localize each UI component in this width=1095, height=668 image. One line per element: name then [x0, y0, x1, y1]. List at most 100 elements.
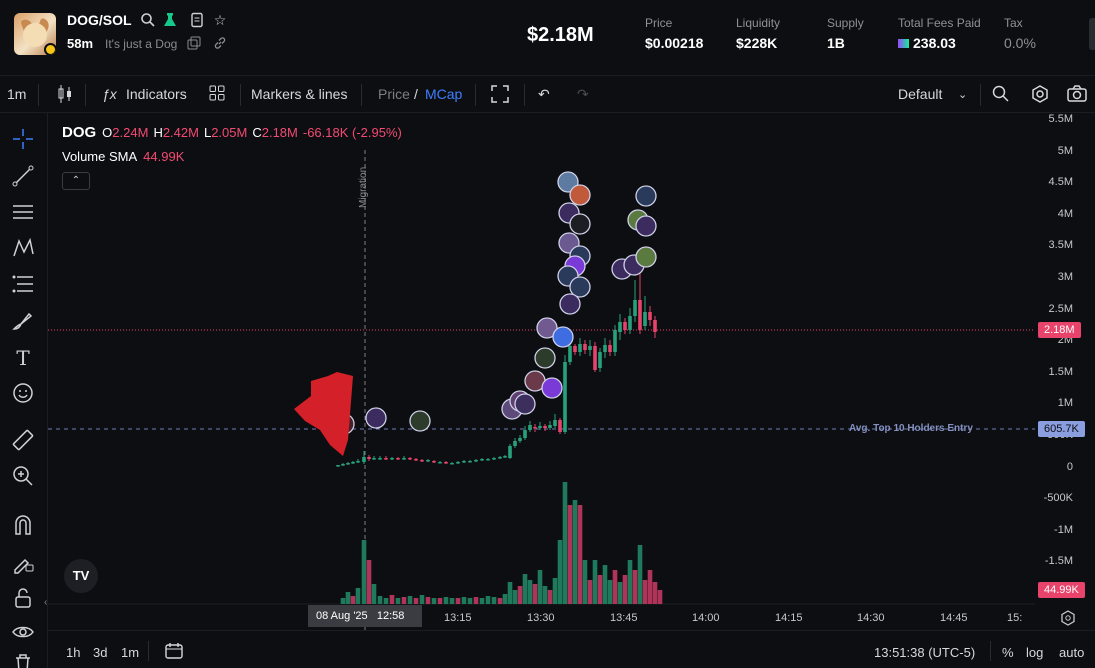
magnet-icon[interactable]: [10, 513, 36, 539]
stat-price: Price $0.00218: [645, 16, 703, 51]
text-icon[interactable]: T: [16, 346, 30, 370]
trade-marker-icon: [635, 215, 657, 237]
brush-icon[interactable]: [10, 309, 36, 335]
volume-bar: [537, 570, 543, 604]
markers-lines-button[interactable]: Markers & lines: [251, 86, 348, 102]
zoom-in-icon[interactable]: [10, 464, 36, 490]
candle: [518, 435, 522, 443]
chevron-down-icon[interactable]: ⌄: [958, 89, 968, 101]
trade-marker-icon: [409, 410, 431, 432]
ohlc-legend: DOG O2.24M H2.42M L2.05M C2.18M -66.18K (-2.9…: [62, 124, 407, 141]
volume-bar: [345, 592, 351, 604]
candle: [638, 272, 642, 334]
redo-icon[interactable]: ↷: [577, 86, 589, 102]
annotation-arrow: [294, 372, 353, 456]
migration-label: Migration: [358, 166, 369, 208]
candle: [548, 421, 552, 430]
log-scale-toggle[interactable]: log: [1026, 645, 1044, 660]
candle: [588, 340, 592, 356]
emoji-icon[interactable]: [10, 381, 36, 407]
clock-timezone[interactable]: 13:51:38 (UTC-5): [874, 645, 976, 660]
indicators-button[interactable]: Indicators: [126, 86, 187, 102]
fullscreen-icon[interactable]: [490, 84, 510, 107]
settings-icon[interactable]: [1030, 84, 1050, 107]
templates-icon[interactable]: [208, 84, 226, 105]
volume-bar: [467, 598, 473, 604]
crosshair-date: 08 Aug '25: [316, 610, 368, 622]
collapse-legend-button[interactable]: ⌃: [62, 172, 90, 190]
trade-marker-icon: [536, 317, 558, 339]
range-3d[interactable]: 3d: [93, 645, 108, 660]
link-icon[interactable]: [212, 36, 228, 52]
layout-selector[interactable]: Default: [898, 86, 943, 102]
candle: [402, 456, 406, 460]
star-icon[interactable]: ☆: [213, 12, 227, 28]
volume-bar: [622, 575, 628, 604]
trade-marker-icon: [365, 407, 387, 429]
candle-type-icon[interactable]: [57, 83, 73, 108]
candle: [608, 340, 612, 356]
volume-bar: [567, 505, 573, 604]
auto-scale-toggle[interactable]: auto: [1059, 645, 1085, 660]
volume-bar: [473, 597, 479, 604]
trade-marker-icon: [541, 377, 563, 399]
stat-liquidity: Liquidity $228K: [736, 16, 780, 51]
axis-settings-icon[interactable]: [1060, 610, 1076, 626]
volume-bar: [512, 590, 518, 604]
volume-bar: [461, 597, 467, 604]
tradingview-logo[interactable]: TV: [64, 559, 98, 593]
fib-icon[interactable]: [10, 272, 36, 298]
candle: [438, 461, 442, 464]
collapse-toolbar-icon[interactable]: ‹: [44, 597, 48, 608]
eye-icon[interactable]: [10, 620, 36, 646]
token-tagline: It's just a Dog: [105, 37, 178, 51]
volume-bar: [557, 540, 563, 604]
lock-drawing-icon[interactable]: [10, 550, 36, 576]
percent-scale-toggle[interactable]: %: [1002, 645, 1014, 660]
price-axis-tick: -1M: [1054, 523, 1073, 536]
candle: [573, 344, 577, 355]
price-axis-tick: 4.5M: [1048, 176, 1073, 189]
lock-icon[interactable]: [10, 586, 36, 612]
lab-icon[interactable]: [162, 12, 178, 28]
undo-icon[interactable]: ↶: [538, 86, 550, 102]
token-avatar[interactable]: [14, 13, 56, 55]
crosshair-time: 12:58: [376, 610, 405, 622]
ruler-icon[interactable]: [10, 428, 36, 454]
date-range-icon[interactable]: [164, 641, 184, 664]
side-panel-toggle[interactable]: [1089, 18, 1095, 50]
trash-icon[interactable]: [10, 651, 36, 668]
search-icon[interactable]: [140, 12, 156, 28]
magnifier-settings-icon[interactable]: [991, 84, 1011, 107]
volume-bar: [522, 574, 528, 604]
price-chart[interactable]: [48, 113, 1035, 630]
trade-marker-icon: [635, 185, 657, 207]
crosshair-icon[interactable]: [10, 127, 36, 153]
volume-bar: [497, 598, 503, 604]
candle: [538, 422, 542, 430]
stat-label: Price: [645, 16, 673, 30]
token-age: 58m: [67, 36, 94, 51]
candle: [628, 308, 632, 334]
volume-bar: [572, 500, 578, 604]
trend-line-icon[interactable]: [10, 164, 36, 190]
volume-bar: [361, 540, 367, 604]
fx-icon[interactable]: ƒx: [102, 86, 117, 102]
price-axis-tick: 3.5M: [1048, 239, 1073, 252]
mcap-toggle[interactable]: MCap: [425, 86, 463, 102]
interval-selector[interactable]: 1m: [7, 86, 27, 102]
copy-icon[interactable]: [186, 36, 202, 52]
range-1h[interactable]: 1h: [66, 645, 81, 660]
horizontal-lines-icon[interactable]: [10, 200, 36, 226]
price-toggle[interactable]: Price: [378, 86, 410, 102]
stat-value: 0.0%: [1004, 35, 1036, 51]
candle: [390, 457, 394, 460]
document-icon[interactable]: [189, 12, 205, 28]
candle: [653, 316, 657, 338]
camera-icon[interactable]: [1066, 84, 1088, 107]
range-1m[interactable]: 1m: [121, 645, 140, 660]
trade-marker-icon: [514, 393, 536, 415]
volume-bar: [642, 580, 648, 604]
volume-bar: [647, 570, 653, 604]
pattern-icon[interactable]: [10, 236, 36, 262]
